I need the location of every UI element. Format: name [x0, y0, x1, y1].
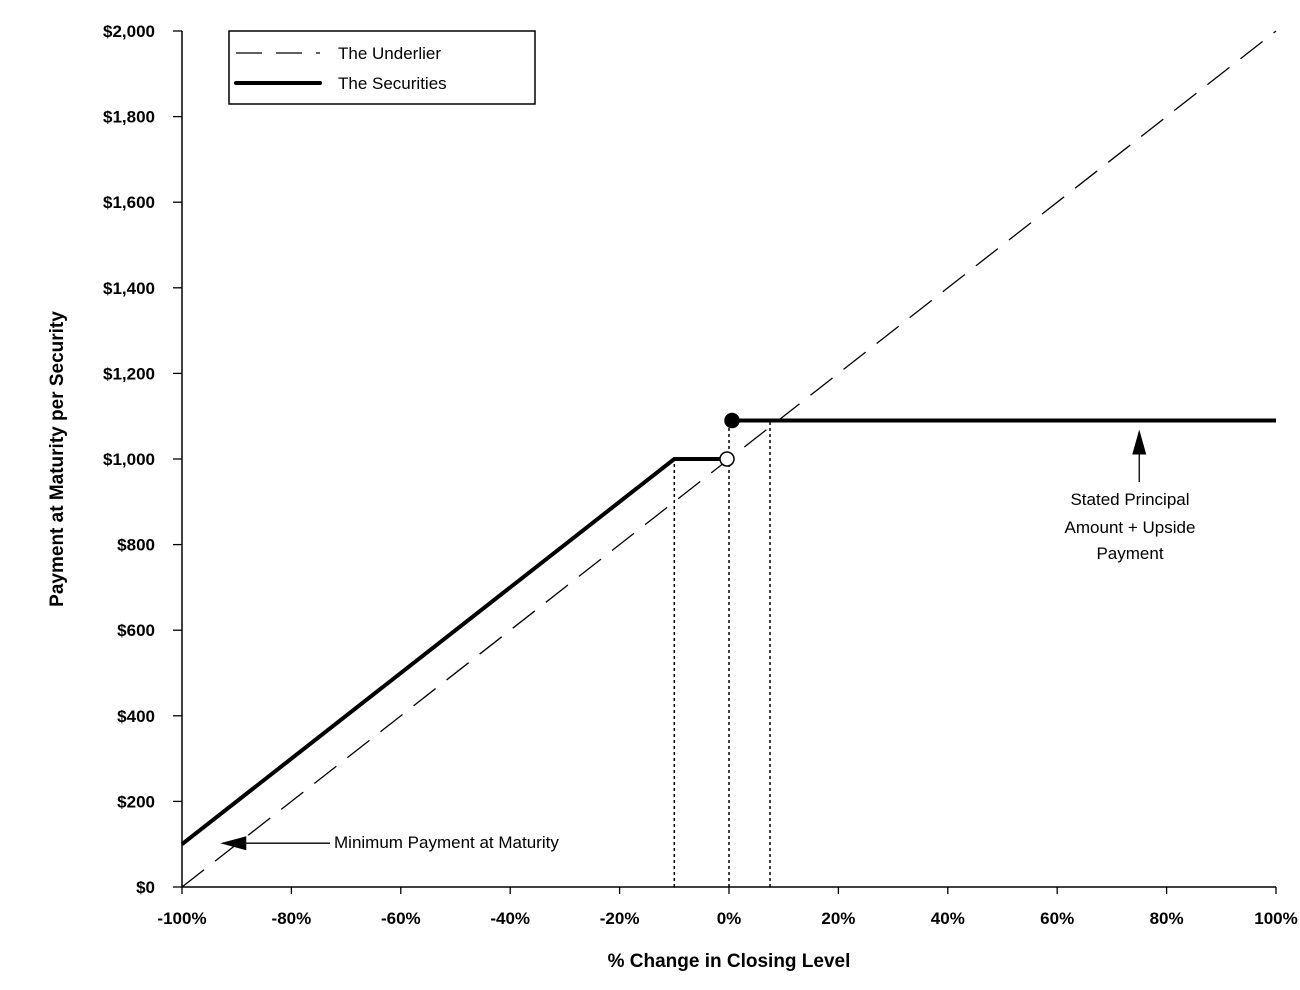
y-tick-label: $2,000	[103, 22, 155, 41]
x-tick-label: 0%	[717, 909, 742, 928]
legend-label-securities: The Securities	[338, 74, 447, 93]
x-axis-label: % Change in Closing Level	[608, 951, 851, 972]
y-tick-label: $1,600	[103, 193, 155, 212]
y-tick-label: $1,800	[103, 108, 155, 127]
y-axis-label: Payment at Maturity per Security	[47, 311, 68, 607]
x-tick-label: -20%	[600, 909, 640, 928]
annotation-upside-line-2: Amount + Upside	[1065, 518, 1196, 537]
y-tick-label: $1,200	[103, 364, 155, 383]
annotation-upside: Stated Principal Amount + Upside Payment	[1065, 490, 1196, 563]
annotation-upside-line-3: Payment	[1096, 544, 1163, 563]
securities-line	[180, 457, 729, 846]
x-tick-label: -40%	[490, 909, 530, 928]
x-tick-label: 80%	[1150, 909, 1184, 928]
y-tick-label: $0	[136, 878, 155, 897]
filled-point-marker	[724, 412, 740, 429]
x-tick-label: 20%	[821, 909, 855, 928]
open-point-marker	[719, 451, 735, 467]
annotation-minimum-payment: Minimum Payment at Maturity	[334, 833, 559, 852]
x-tick-label: 40%	[931, 909, 965, 928]
y-tick-label: $600	[117, 621, 155, 640]
marks	[180, 30, 1277, 888]
y-tick-label: $400	[117, 707, 155, 726]
annotation-upside-line-1: Stated Principal	[1070, 490, 1189, 509]
x-tick-label: 60%	[1040, 909, 1074, 928]
legend-box	[228, 30, 536, 105]
x-tick-label: -80%	[272, 909, 312, 928]
x-tick-label: 100%	[1254, 909, 1297, 928]
axes: -100% -80% -60% -40% -20% 0% 20% 40% 60% 80% 100% $…	[103, 22, 1298, 928]
y-tick-label: $1,400	[103, 279, 155, 298]
legend: The Underlier The Securities	[228, 30, 536, 105]
y-tick-label: $200	[117, 792, 155, 811]
y-tick-label: $800	[117, 536, 155, 555]
legend-label-underlier: The Underlier	[338, 44, 441, 63]
arrowhead-minimum-payment	[220, 836, 247, 851]
arrowhead-upside	[1132, 429, 1147, 455]
y-tick-label: $1,000	[103, 450, 155, 469]
x-tick-label: -100%	[157, 909, 206, 928]
x-tick-label: -60%	[381, 909, 421, 928]
